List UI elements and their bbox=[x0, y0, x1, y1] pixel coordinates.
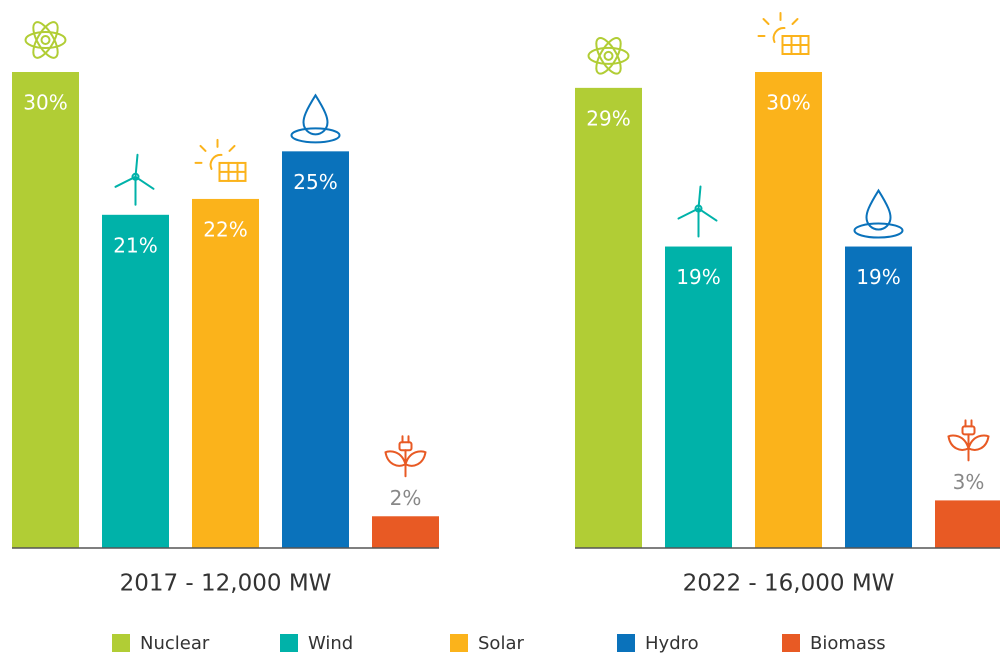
icon-part bbox=[967, 434, 990, 451]
bar bbox=[282, 151, 349, 549]
icon-part bbox=[199, 144, 207, 152]
legend-swatch bbox=[112, 634, 130, 652]
icon-part bbox=[947, 434, 970, 451]
icon bbox=[194, 138, 247, 182]
icon-part bbox=[302, 93, 329, 136]
bar bbox=[665, 246, 732, 549]
icon-part bbox=[24, 31, 67, 49]
legend-label: Wind bbox=[308, 633, 353, 654]
legend-swatch bbox=[450, 634, 468, 652]
value-label: 29% bbox=[586, 106, 630, 130]
legend-swatch bbox=[782, 634, 800, 652]
icon-part bbox=[398, 441, 413, 452]
icon-part bbox=[853, 222, 904, 239]
value-label: 22% bbox=[203, 217, 247, 241]
icon bbox=[384, 435, 427, 478]
icon-part bbox=[228, 144, 236, 152]
bar bbox=[192, 198, 259, 548]
icon bbox=[114, 153, 155, 206]
icon-part bbox=[772, 26, 786, 43]
icon-part bbox=[384, 450, 407, 467]
icon-part bbox=[595, 37, 622, 75]
bar bbox=[935, 500, 1000, 548]
value-label: 3% bbox=[953, 470, 985, 494]
icon bbox=[587, 37, 630, 75]
icon bbox=[947, 419, 990, 462]
bar bbox=[845, 246, 912, 549]
icon-part bbox=[32, 21, 59, 59]
icon-part bbox=[587, 46, 630, 65]
icon-part bbox=[290, 127, 341, 144]
legend-label: Solar bbox=[478, 633, 524, 654]
value-label: 30% bbox=[766, 91, 810, 115]
icon-part bbox=[603, 50, 614, 61]
icon-part bbox=[595, 37, 622, 75]
bar bbox=[12, 72, 79, 548]
icon bbox=[677, 185, 718, 238]
legend-label: Biomass bbox=[810, 633, 886, 654]
value-label: 19% bbox=[676, 265, 720, 289]
chart-title: 2017 - 12,000 MW bbox=[120, 571, 332, 597]
bar bbox=[102, 214, 169, 549]
legend-label: Hydro bbox=[645, 633, 699, 654]
bar bbox=[575, 87, 642, 548]
icon-part bbox=[209, 153, 223, 170]
icon bbox=[290, 93, 341, 144]
icon-part bbox=[865, 188, 892, 231]
icon bbox=[853, 188, 904, 239]
icon-part bbox=[404, 450, 427, 467]
value-label: 25% bbox=[293, 170, 337, 194]
icon-part bbox=[131, 172, 140, 181]
icon-part bbox=[791, 18, 799, 25]
legend-label: Nuclear bbox=[140, 633, 210, 654]
icon bbox=[757, 12, 810, 55]
bar bbox=[372, 516, 439, 548]
icon-part bbox=[762, 18, 770, 25]
value-label: 2% bbox=[390, 486, 422, 510]
legend-swatch bbox=[617, 634, 635, 652]
icon-part bbox=[694, 204, 703, 213]
icon-part bbox=[40, 35, 51, 45]
value-label: 21% bbox=[113, 233, 157, 257]
bar bbox=[755, 72, 822, 548]
icon-part bbox=[32, 21, 59, 59]
icon bbox=[24, 21, 67, 59]
icon-part bbox=[961, 425, 976, 436]
legend-swatch bbox=[280, 634, 298, 652]
chart-title: 2022 - 16,000 MW bbox=[683, 571, 895, 597]
value-label: 19% bbox=[856, 265, 900, 289]
value-label: 30% bbox=[23, 91, 67, 115]
